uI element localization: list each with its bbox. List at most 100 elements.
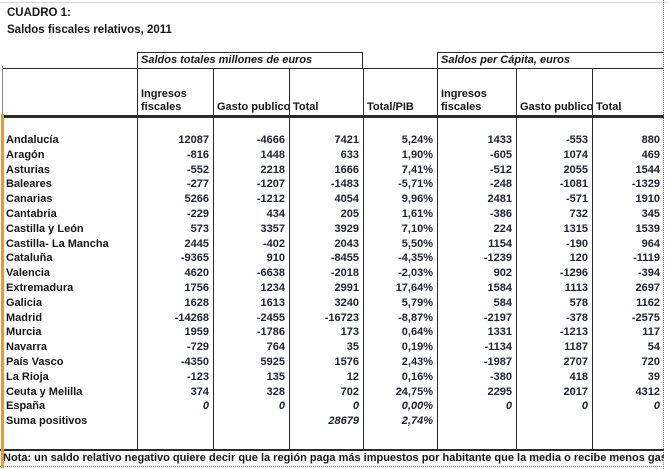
- cell-value: -1207: [213, 177, 289, 193]
- cell-value: 7,41%: [363, 162, 437, 178]
- table-row: Galicia 1628 1613 3240 5,79% 584 578 1162: [2, 295, 664, 311]
- cell-value: 764: [213, 340, 289, 355]
- cell-value: 1959: [137, 325, 213, 341]
- group-header-row: Saldos totales millones de euros Saldos …: [2, 52, 664, 68]
- table-row: Asturias -552 2218 1666 7,41% -512 2055 1544: [2, 162, 664, 178]
- region-label: Canarias: [6, 193, 53, 206]
- cell-value: 0: [213, 399, 289, 415]
- cell-value: 0: [516, 399, 592, 415]
- table-row: Castilla- La Mancha 2445 -402 2043 5,50% 1154…: [2, 236, 664, 252]
- region-label: Andalucía: [6, 134, 59, 146]
- cell-value: 4312: [592, 384, 664, 400]
- cell-value: -402: [213, 236, 289, 252]
- cell-value: 117: [592, 325, 664, 341]
- cell-value: 328: [213, 384, 289, 400]
- cell-value: -1134: [437, 340, 516, 355]
- group-header-percapita: Saldos per Cápita, euros: [437, 52, 664, 68]
- group-header-totals: Saldos totales millones de euros: [137, 52, 363, 68]
- cell-value: 2,43%: [363, 354, 437, 370]
- cell-value: 1628: [137, 295, 213, 311]
- cell-value: -4666: [213, 133, 289, 148]
- cell-value: 1613: [213, 295, 289, 311]
- cell-value: 2017: [516, 384, 592, 400]
- cell-value: 0,16%: [363, 369, 437, 385]
- table-row: Ceuta y Melilla 374 328 702 24,75% 2295 2017 43…: [2, 384, 664, 400]
- cell-value: -1786: [213, 325, 289, 341]
- region-label: Valencia: [6, 267, 51, 280]
- cell-value: 4054: [289, 192, 363, 207]
- cell-value: [213, 414, 289, 429]
- table-row: Suma positivos 28679 2,74%: [2, 414, 664, 429]
- cell-value: -394: [592, 266, 664, 281]
- column-header-gasto-percapita: Gasto publico: [516, 69, 592, 115]
- region-label: Baleares: [6, 178, 52, 191]
- table-title: CUADRO 1: Saldos fiscales relativos, 201…: [7, 5, 172, 39]
- cell-value: 7421: [289, 133, 363, 148]
- cell-value: -2018: [289, 266, 363, 281]
- cell-value: -6638: [213, 266, 289, 281]
- cell-value: 345: [592, 206, 664, 222]
- cell-value: 35: [289, 340, 363, 355]
- cell-value: 910: [213, 251, 289, 267]
- cell-value: -386: [437, 206, 516, 222]
- group-header-spacer: [363, 52, 437, 68]
- cell-value: 434: [213, 206, 289, 222]
- cell-value: 1074: [516, 147, 592, 163]
- cell-value: 902: [437, 266, 516, 281]
- cell-value: -248: [437, 177, 516, 193]
- cell-value: 7,10%: [363, 221, 437, 237]
- cell-value: -571: [516, 192, 592, 207]
- cell-value: 173: [289, 325, 363, 341]
- page-break-dotted-line: [663, 0, 664, 469]
- cell-value: 2481: [437, 192, 516, 207]
- cell-value: 9,96%: [363, 192, 437, 207]
- cell-value: 578: [516, 295, 592, 311]
- region-label: Cantabria: [6, 207, 57, 220]
- cell-value: 0: [437, 399, 516, 415]
- cell-value: 17,64%: [363, 280, 437, 296]
- cell-value: -1296: [516, 266, 592, 281]
- cell-value: 1,61%: [363, 206, 437, 222]
- cell-value: -123: [137, 369, 213, 385]
- cell-value: -14268: [137, 310, 213, 326]
- table-row: Cataluña -9365 910 -8455 -4,35% -1239 120 -1119: [2, 251, 664, 267]
- cell-value: 224: [437, 221, 516, 237]
- region-label: Galicia: [6, 296, 43, 309]
- region-label: Navarra: [6, 341, 47, 354]
- cell-value: 1,90%: [363, 147, 437, 163]
- cell-value: 1544: [592, 162, 664, 178]
- region-label: País Vasco: [6, 355, 64, 368]
- cell-value: -380: [437, 369, 516, 385]
- column-header-total-pib: Total/PIB: [363, 69, 437, 115]
- cell-value: 0: [592, 399, 664, 415]
- region-label: Cataluña: [6, 252, 53, 265]
- cell-value: 702: [289, 384, 363, 400]
- cell-value: -4350: [137, 354, 213, 370]
- cell-value: 720: [592, 354, 664, 370]
- cell-value: -1239: [437, 251, 516, 267]
- cell-value: 3357: [213, 221, 289, 237]
- cell-value: 584: [437, 295, 516, 311]
- cell-value: 135: [213, 369, 289, 385]
- cell-value: 54: [592, 340, 664, 355]
- cell-value: -552: [137, 162, 213, 178]
- cell-value: -1119: [592, 251, 664, 267]
- cell-value: -4,35%: [363, 251, 437, 267]
- cell-value: -1483: [289, 177, 363, 193]
- cell-value: -5,71%: [363, 177, 437, 193]
- region-label: Asturias: [6, 163, 51, 176]
- cell-value: -8,87%: [363, 310, 437, 326]
- table-row: España 0 0 0 0,00% 0 0 0: [2, 399, 664, 415]
- cell-value: 418: [516, 369, 592, 385]
- cell-value: 5,24%: [363, 133, 437, 148]
- cell-value: 1576: [289, 354, 363, 370]
- cell-value: 964: [592, 236, 664, 252]
- cell-value: 39: [592, 369, 664, 385]
- cell-value: 732: [516, 206, 592, 222]
- empty-row: [2, 428, 664, 449]
- table-row: Extremadura 1756 1234 2991 17,64% 1584 1113 269…: [2, 280, 664, 296]
- cell-value: -1213: [516, 325, 592, 341]
- cell-value: 0,00%: [363, 399, 437, 415]
- left-edge-accent-strip: [1, 114, 4, 468]
